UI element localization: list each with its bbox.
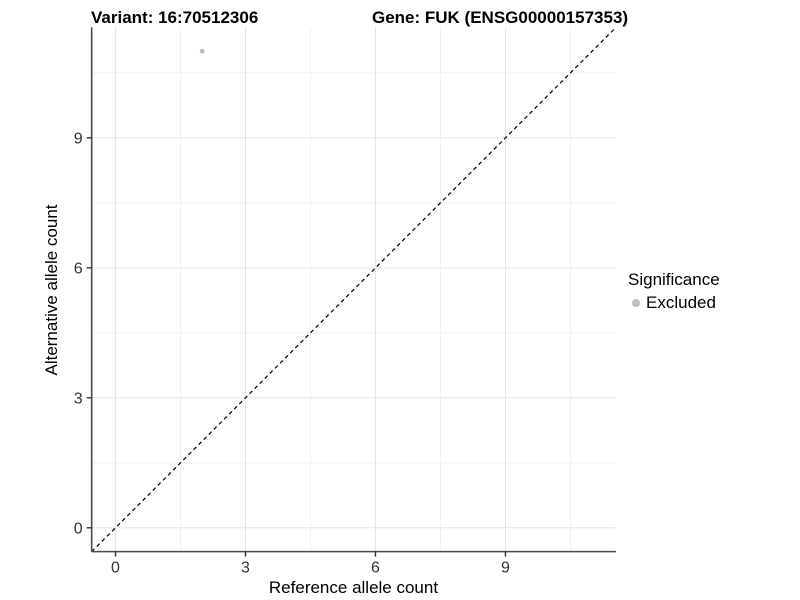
legend: Significance Excluded [628, 270, 720, 313]
x-tick-label: 6 [371, 560, 380, 577]
y-tick-label: 9 [74, 130, 83, 147]
x-tick-label: 0 [111, 560, 120, 577]
y-tick-label: 6 [74, 260, 83, 277]
x-axis-title: Reference allele count [268, 578, 439, 597]
data-point [199, 48, 205, 54]
y-axis-title: Alternative allele count [42, 204, 61, 376]
legend-point-icon [632, 299, 640, 307]
y-tick-label: 3 [74, 390, 83, 407]
identity-line [91, 26, 617, 553]
legend-item-label: Excluded [646, 293, 716, 312]
plot-title-variant: Variant: 16:70512306 [91, 8, 259, 27]
x-tick-label: 9 [501, 560, 510, 577]
plot-title-gene: Gene: FUK (ENSG00000157353) [372, 8, 629, 27]
y-tick-label: 0 [74, 520, 83, 537]
legend-item-excluded: Excluded [628, 293, 720, 313]
x-tick-label: 3 [241, 560, 250, 577]
legend-title: Significance [628, 270, 720, 289]
